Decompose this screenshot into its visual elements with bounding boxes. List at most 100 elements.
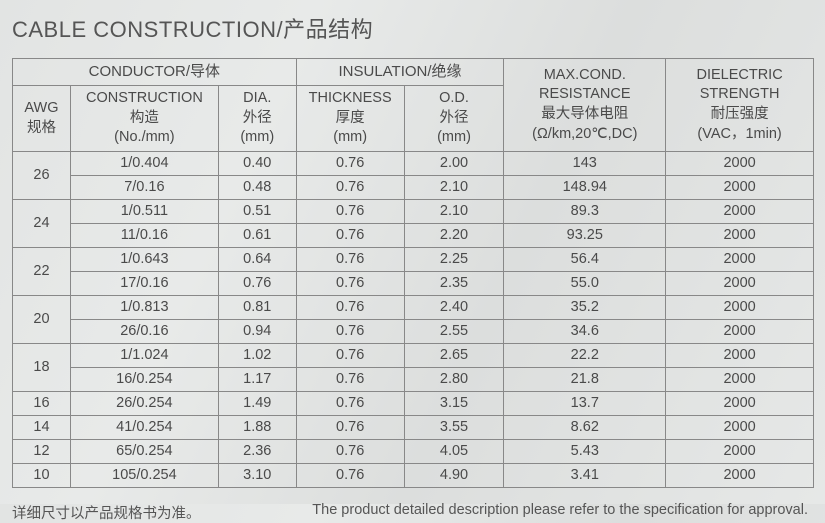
cell-resistance: 55.0 — [504, 271, 666, 295]
cell-resistance: 34.6 — [504, 319, 666, 343]
cell-resistance: 148.94 — [504, 175, 666, 199]
cell-dielectric: 2000 — [666, 391, 814, 415]
cell-resistance: 89.3 — [504, 199, 666, 223]
cell-resistance: 35.2 — [504, 295, 666, 319]
table-row: 241/0.5110.510.762.1089.32000 — [13, 199, 814, 223]
cell-construction: 1/1.024 — [70, 343, 218, 367]
table-row: 11/0.160.610.762.2093.252000 — [13, 223, 814, 247]
cell-dielectric: 2000 — [666, 199, 814, 223]
cell-dia: 0.64 — [218, 247, 296, 271]
cell-od: 2.25 — [404, 247, 504, 271]
cell-dielectric: 2000 — [666, 247, 814, 271]
cell-awg: 14 — [13, 415, 71, 439]
table-row: 1265/0.2542.360.764.055.432000 — [13, 439, 814, 463]
cell-dia: 0.48 — [218, 175, 296, 199]
cell-thickness: 0.76 — [296, 415, 404, 439]
cell-thickness: 0.76 — [296, 175, 404, 199]
cell-thickness: 0.76 — [296, 151, 404, 175]
cell-dielectric: 2000 — [666, 271, 814, 295]
cell-construction: 26/0.16 — [70, 319, 218, 343]
cell-od: 2.80 — [404, 367, 504, 391]
table-row: 181/1.0241.020.762.6522.22000 — [13, 343, 814, 367]
cell-construction: 1/0.511 — [70, 199, 218, 223]
cell-dia: 0.76 — [218, 271, 296, 295]
cell-thickness: 0.76 — [296, 271, 404, 295]
cell-dielectric: 2000 — [666, 463, 814, 487]
cell-awg: 16 — [13, 391, 71, 415]
cell-dia: 1.49 — [218, 391, 296, 415]
cell-od: 3.55 — [404, 415, 504, 439]
cell-thickness: 0.76 — [296, 391, 404, 415]
cell-dielectric: 2000 — [666, 223, 814, 247]
cell-awg: 22 — [13, 247, 71, 295]
cell-od: 2.10 — [404, 175, 504, 199]
cell-dia: 0.94 — [218, 319, 296, 343]
cell-resistance: 143 — [504, 151, 666, 175]
table-body: 261/0.4040.400.762.0014320007/0.160.480.… — [13, 151, 814, 487]
cell-awg: 10 — [13, 463, 71, 487]
cell-dia: 2.36 — [218, 439, 296, 463]
cell-dielectric: 2000 — [666, 343, 814, 367]
cell-construction: 1/0.643 — [70, 247, 218, 271]
cell-thickness: 0.76 — [296, 439, 404, 463]
cell-awg: 18 — [13, 343, 71, 391]
cell-resistance: 3.41 — [504, 463, 666, 487]
cell-thickness: 0.76 — [296, 199, 404, 223]
footer: 详细尺寸以产品规格书为准。 The product detailed descr… — [12, 502, 814, 523]
cell-od: 2.10 — [404, 199, 504, 223]
cell-construction: 1/0.404 — [70, 151, 218, 175]
table-row: 26/0.160.940.762.5534.62000 — [13, 319, 814, 343]
cell-awg: 24 — [13, 199, 71, 247]
cell-dielectric: 2000 — [666, 175, 814, 199]
cell-construction: 17/0.16 — [70, 271, 218, 295]
cell-awg: 20 — [13, 295, 71, 343]
table-row: 17/0.160.760.762.3555.02000 — [13, 271, 814, 295]
cell-dielectric: 2000 — [666, 151, 814, 175]
cell-construction: 41/0.254 — [70, 415, 218, 439]
cell-resistance: 21.8 — [504, 367, 666, 391]
cell-thickness: 0.76 — [296, 367, 404, 391]
table-row: 7/0.160.480.762.10148.942000 — [13, 175, 814, 199]
table-row: 261/0.4040.400.762.001432000 — [13, 151, 814, 175]
cell-construction: 16/0.254 — [70, 367, 218, 391]
cell-dielectric: 2000 — [666, 295, 814, 319]
header-conductor-group: CONDUCTOR/导体 — [13, 59, 297, 86]
cell-thickness: 0.76 — [296, 463, 404, 487]
cell-od: 2.35 — [404, 271, 504, 295]
cell-thickness: 0.76 — [296, 319, 404, 343]
header-od: O.D.外径(mm) — [404, 86, 504, 152]
cell-awg: 12 — [13, 439, 71, 463]
table-header: CONDUCTOR/导体INSULATION/绝缘MAX.COND.RESIST… — [13, 59, 814, 152]
cell-dia: 3.10 — [218, 463, 296, 487]
table-row: 16/0.2541.170.762.8021.82000 — [13, 367, 814, 391]
cell-dia: 1.17 — [218, 367, 296, 391]
cell-dia: 1.88 — [218, 415, 296, 439]
cell-od: 2.65 — [404, 343, 504, 367]
header-thickness: THICKNESS厚度(mm) — [296, 86, 404, 152]
cell-thickness: 0.76 — [296, 343, 404, 367]
header-awg: AWG规格 — [13, 86, 71, 152]
cell-construction: 105/0.254 — [70, 463, 218, 487]
cell-construction: 7/0.16 — [70, 175, 218, 199]
cell-dia: 0.40 — [218, 151, 296, 175]
cell-dielectric: 2000 — [666, 319, 814, 343]
table-row: 1626/0.2541.490.763.1513.72000 — [13, 391, 814, 415]
cell-dia: 0.61 — [218, 223, 296, 247]
cell-od: 4.90 — [404, 463, 504, 487]
cell-construction: 1/0.813 — [70, 295, 218, 319]
cell-resistance: 8.62 — [504, 415, 666, 439]
cell-resistance: 22.2 — [504, 343, 666, 367]
cell-od: 3.15 — [404, 391, 504, 415]
footer-note-en: The product detailed description please … — [201, 502, 815, 523]
cell-dielectric: 2000 — [666, 439, 814, 463]
cell-dielectric: 2000 — [666, 367, 814, 391]
cell-resistance: 56.4 — [504, 247, 666, 271]
table-row: 221/0.6430.640.762.2556.42000 — [13, 247, 814, 271]
cell-od: 2.40 — [404, 295, 504, 319]
cell-dia: 1.02 — [218, 343, 296, 367]
footer-note-cn: 详细尺寸以产品规格书为准。 — [12, 502, 201, 523]
cell-construction: 11/0.16 — [70, 223, 218, 247]
cell-od: 2.00 — [404, 151, 504, 175]
cell-resistance: 93.25 — [504, 223, 666, 247]
cell-resistance: 13.7 — [504, 391, 666, 415]
